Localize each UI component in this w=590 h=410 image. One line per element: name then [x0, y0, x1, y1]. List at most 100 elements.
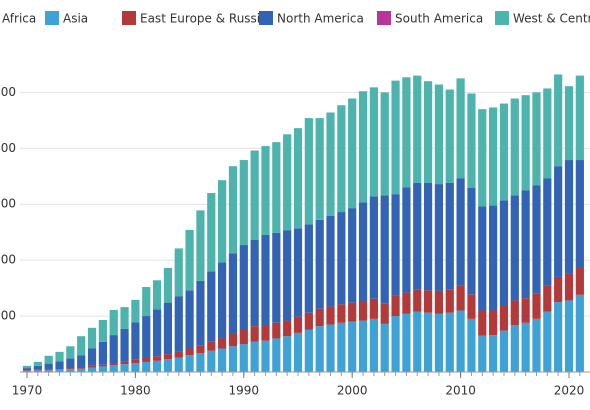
bar [315, 219, 324, 309]
bar [228, 333, 238, 347]
bar [543, 88, 552, 179]
bar [358, 91, 368, 203]
bar [499, 330, 509, 372]
bar [391, 316, 400, 372]
bar [250, 326, 259, 342]
y-tick-label: 500 [0, 85, 16, 99]
legend-swatch [259, 11, 273, 25]
y-tick-label: 400 [0, 141, 16, 155]
bar [152, 280, 162, 310]
bar [239, 160, 248, 246]
bar [489, 205, 498, 311]
bar [478, 109, 487, 207]
bar [337, 105, 346, 213]
bar [196, 280, 205, 346]
bar [510, 300, 519, 326]
bar [250, 341, 259, 372]
bar [489, 107, 498, 206]
bar [369, 196, 378, 299]
bar [66, 358, 75, 369]
bar [207, 271, 216, 342]
bar [478, 310, 487, 336]
bar [293, 228, 303, 317]
bar [250, 150, 259, 241]
bar [142, 361, 151, 372]
legend-swatch [45, 11, 59, 25]
bar [142, 358, 151, 362]
bar [499, 103, 509, 201]
bar [337, 212, 346, 305]
bar [402, 292, 411, 314]
bar [348, 98, 357, 209]
bar [380, 92, 389, 196]
bar [131, 299, 140, 323]
bar [120, 361, 129, 365]
bar [423, 81, 433, 183]
bar [423, 312, 433, 372]
bar [293, 316, 303, 333]
bar [413, 182, 422, 290]
bar [33, 369, 42, 371]
bar [543, 178, 552, 286]
bar [87, 348, 97, 366]
bar [272, 322, 281, 339]
bar [272, 232, 281, 323]
bar [380, 323, 389, 372]
bar [207, 350, 216, 372]
bar [55, 369, 64, 372]
bar [152, 356, 162, 361]
bar [185, 290, 194, 349]
bar [575, 160, 584, 268]
bar [174, 248, 183, 297]
bar [87, 327, 97, 349]
y-tick-label: 200 [0, 253, 16, 267]
bar [44, 370, 53, 372]
bar [521, 95, 530, 191]
bar [55, 361, 64, 370]
bar [510, 325, 519, 372]
bar [109, 335, 118, 364]
bar [423, 182, 433, 291]
bar [218, 338, 227, 349]
bar [283, 336, 292, 372]
bar [564, 160, 574, 274]
y-tick-label: 300 [0, 197, 16, 211]
bar [423, 290, 433, 313]
bar [174, 296, 183, 352]
bar [261, 340, 270, 372]
bar [174, 357, 183, 372]
legend-label: North America [277, 12, 364, 26]
bar [109, 363, 118, 366]
bar [564, 86, 574, 161]
bar [218, 348, 227, 372]
bar [467, 93, 476, 189]
bar [77, 336, 86, 356]
bar [326, 306, 335, 325]
bar [489, 310, 498, 336]
bar [402, 313, 411, 372]
legend-swatch [495, 11, 509, 25]
bar [77, 368, 86, 372]
bar [185, 229, 194, 291]
bar [304, 224, 313, 313]
legend-label: West & Central Europe [513, 12, 590, 26]
bar [478, 206, 487, 311]
bar [575, 267, 584, 295]
bar [185, 348, 194, 356]
bar [315, 326, 324, 372]
y-tick-label: 100 [0, 309, 16, 323]
bar [358, 300, 368, 321]
x-tick-label: 2000 [337, 384, 368, 398]
x-tick-label: 1980 [120, 384, 151, 398]
bar [196, 352, 205, 372]
bar [239, 245, 248, 330]
bar [120, 328, 129, 362]
bar [499, 200, 509, 307]
bar [239, 344, 248, 372]
bar [283, 134, 292, 231]
bar [33, 370, 42, 372]
bar [326, 112, 335, 216]
bar [22, 370, 32, 371]
bar [44, 355, 53, 364]
